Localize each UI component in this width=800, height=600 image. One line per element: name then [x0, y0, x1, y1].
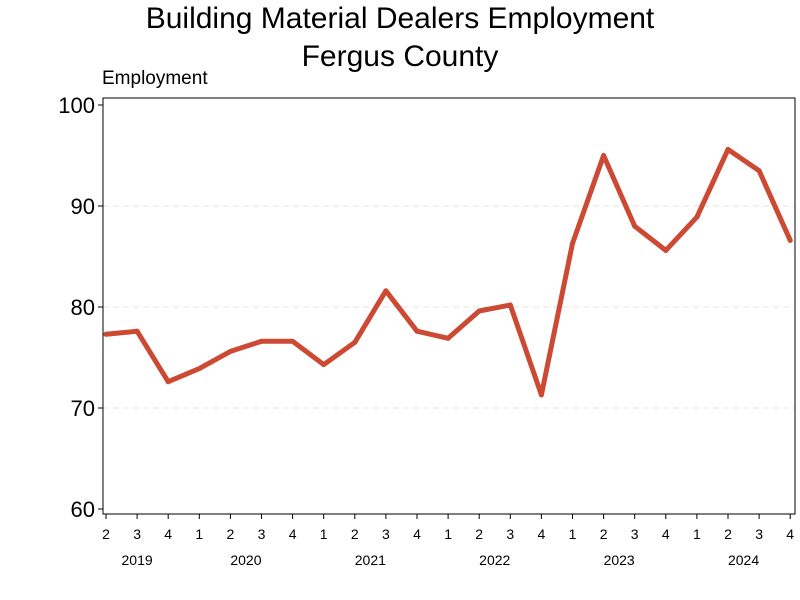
- data-point: [601, 153, 607, 158]
- x-tick-label: 2: [475, 526, 483, 542]
- y-axis: 60 70 80 90 100: [58, 93, 103, 522]
- data-point: [507, 302, 513, 308]
- x-tick-label: 2: [351, 526, 359, 542]
- x-tick-label: 4: [662, 526, 670, 542]
- x-tick-label: 3: [133, 526, 141, 542]
- plot-frame: [102, 97, 796, 515]
- x-tick-label: 4: [289, 526, 297, 542]
- data-point: [570, 240, 575, 246]
- chart-title: Building Material Dealers Employment: [145, 2, 655, 35]
- x-year-label: 2023: [604, 552, 635, 568]
- data-point: [103, 331, 109, 337]
- x-tick-label: 2: [227, 526, 235, 542]
- x-year-label: 2020: [230, 552, 261, 568]
- data-point: [787, 237, 793, 243]
- data-point: [352, 339, 358, 345]
- x-tick-label: 2: [600, 526, 608, 542]
- data-point: [694, 214, 700, 220]
- data-point: [414, 328, 420, 334]
- x-tick-label: 1: [444, 526, 452, 542]
- x-tick-label: 1: [693, 526, 701, 542]
- x-tick-label: 3: [506, 526, 514, 542]
- x-year-label: 2024: [728, 552, 759, 568]
- data-point: [321, 362, 327, 368]
- x-tick-label: 2: [724, 526, 732, 542]
- x-axis: 2 3 4 1 2 3 4 1 2 3 4 1 2 3 4 1 2 3 4 1 2 3 4 2019 2020 2021 2022 2…: [102, 514, 794, 568]
- x-tick-label: 4: [413, 526, 421, 542]
- x-year-label: 2019: [122, 552, 153, 568]
- data-point: [632, 223, 638, 229]
- x-tick-label: 3: [631, 526, 639, 542]
- x-tick-label: 4: [538, 526, 546, 542]
- data-point: [725, 146, 731, 152]
- x-tick-label: 3: [382, 526, 390, 542]
- x-year-label: 2022: [479, 552, 510, 568]
- data-point: [756, 168, 762, 174]
- data-point: [476, 308, 482, 314]
- data-point: [165, 379, 171, 385]
- x-year-label: 2021: [355, 552, 386, 568]
- x-tick-label: 3: [755, 526, 763, 542]
- data-point: [445, 335, 451, 341]
- x-tick-label: 1: [569, 526, 577, 542]
- y-tick-label: 60: [71, 497, 95, 522]
- chart-subtitle: Fergus County: [301, 40, 499, 73]
- y-tick-label: 100: [58, 93, 95, 118]
- data-point: [259, 338, 264, 344]
- data-point: [227, 348, 233, 354]
- data-point: [383, 288, 389, 294]
- data-point: [290, 338, 296, 344]
- series-group: [103, 146, 793, 398]
- x-tick-label: 1: [320, 526, 328, 542]
- y-tick-label: 70: [71, 396, 95, 421]
- x-tick-label: 4: [164, 526, 172, 542]
- y-tick-label: 80: [71, 295, 95, 320]
- series-line: [103, 146, 793, 398]
- data-point: [196, 366, 202, 372]
- y-tick-label: 90: [71, 194, 95, 219]
- data-point: [134, 328, 140, 334]
- x-tick-label: 4: [786, 526, 794, 542]
- y-axis-label: Employment: [102, 68, 208, 89]
- gridlines: [103, 205, 795, 409]
- data-point: [538, 392, 544, 398]
- x-tick-label: 3: [258, 526, 266, 542]
- x-tick-label: 2: [102, 526, 110, 542]
- x-tick-label: 1: [195, 526, 203, 542]
- data-point: [663, 247, 669, 253]
